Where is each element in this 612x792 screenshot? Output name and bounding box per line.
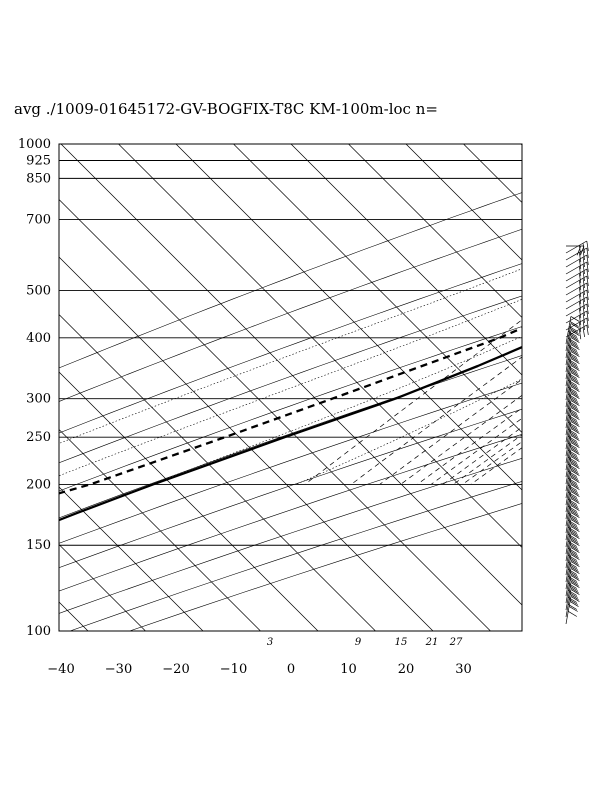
isotherm [118,144,522,548]
mixing-ratio-label: 3 [267,637,273,648]
pressure-tick-label: 250 [26,430,51,445]
isotherm [348,144,522,318]
mixing-ratio-label: 9 [355,637,362,648]
wind-barb [565,400,580,429]
isotherm [405,144,522,261]
chart-title: avg ./1009-01645172-GV-BOGFIX-T8C KM-100… [14,100,438,118]
wind-barb [565,268,589,284]
pressure-tick-label: 500 [26,284,51,299]
temperature-tick-label: 10 [340,662,357,677]
isotherm [59,544,146,631]
wind-barb [565,310,589,326]
wind-barb [565,435,580,464]
temperature-profile [59,345,522,522]
wind-barb [565,289,589,305]
pressure-tick-label: 400 [26,331,51,346]
isotherm [290,144,522,376]
temperature-tick-label: 20 [398,662,415,677]
dry-adiabat [59,192,522,369]
wind-barb [565,372,580,401]
wind-barb [565,282,589,298]
pressure-tick-label: 700 [26,212,51,227]
mixing-ratio-label: 27 [449,637,463,648]
wind-barb [565,254,589,270]
sounding-profiles [59,326,522,522]
wind-barb [565,296,589,312]
mixing-ratio-label: 21 [425,637,439,648]
wind-barb [565,303,589,319]
wind-barb [565,596,580,625]
temperature-tick-label: −20 [162,662,189,677]
wind-barb [565,240,589,256]
isotherm [59,371,319,631]
temperature-tick-label: −10 [220,662,247,677]
pressure-tick-label: 200 [26,477,51,492]
dry-adiabat [59,263,522,434]
temperature-tick-label: 0 [287,662,295,677]
pressure-tick-label: 850 [26,171,51,186]
isotherm [59,314,376,631]
wind-barb [565,477,580,506]
temperature-tick-label: −30 [105,662,132,677]
dry-adiabat [59,228,522,402]
wind-barb [565,275,589,291]
isotherm [59,486,204,631]
isotherm [175,144,522,491]
pressure-tick-label: 300 [26,392,51,407]
wind-barb [565,261,589,277]
wind-barb [565,317,589,333]
pressure-tick-label: 150 [26,538,51,553]
mixing-ratio-labels: 3 9 15 21 27 [267,637,463,648]
mixing-ratio-label: 15 [395,637,408,648]
temperature-tick-label: −40 [47,662,74,677]
isotherm [59,199,491,631]
wind-barbs [565,240,589,625]
moist-adiabat [59,268,522,444]
isotherm [59,256,434,631]
plot-frame [58,143,523,632]
moist-adiabat [59,298,522,477]
isotherm [59,429,261,631]
wind-barb [565,247,589,263]
temperature-tick-label: 30 [455,662,472,677]
isotherm [60,144,522,606]
mixing-ratio-line [304,319,522,485]
temperature-axis: −40 −30 −20 −10 0 10 20 30 [47,662,471,677]
isotherm [233,144,522,433]
pressure-tick-label: 1000 [18,137,51,152]
pressure-tick-label: 925 [26,153,51,168]
pressure-tick-label: 100 [26,624,51,639]
